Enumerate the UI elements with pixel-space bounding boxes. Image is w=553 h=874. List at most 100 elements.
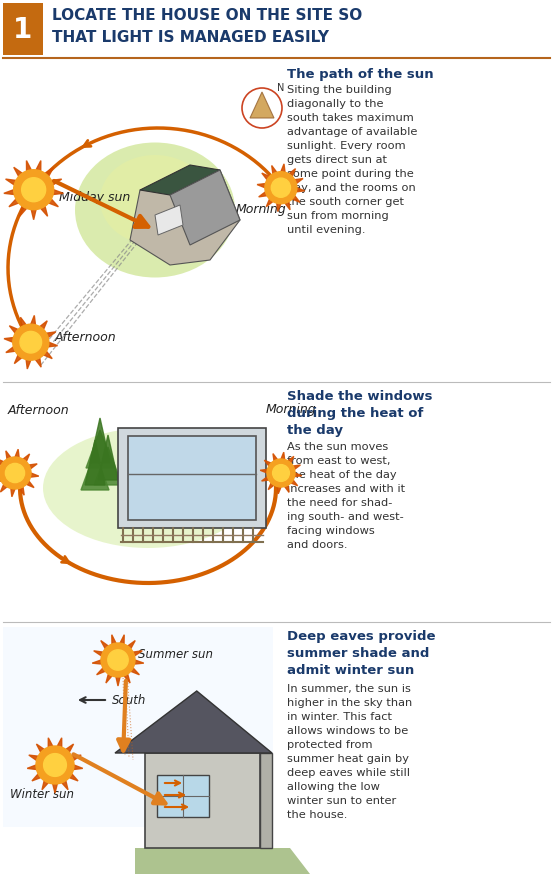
Text: South: South: [112, 693, 147, 706]
Polygon shape: [6, 347, 15, 352]
Circle shape: [272, 178, 290, 198]
Polygon shape: [49, 199, 58, 207]
Polygon shape: [296, 188, 305, 191]
Text: Midday sun: Midday sun: [59, 191, 130, 205]
Polygon shape: [45, 167, 54, 177]
Polygon shape: [46, 332, 56, 337]
Polygon shape: [266, 199, 273, 207]
Polygon shape: [86, 430, 114, 468]
Polygon shape: [97, 668, 105, 675]
Polygon shape: [289, 169, 295, 177]
Polygon shape: [27, 161, 31, 171]
Polygon shape: [93, 651, 103, 656]
Polygon shape: [106, 674, 112, 683]
Polygon shape: [53, 190, 64, 195]
Text: Morning: Morning: [266, 404, 317, 417]
Polygon shape: [27, 481, 34, 488]
Polygon shape: [292, 196, 300, 202]
Polygon shape: [6, 451, 11, 459]
Polygon shape: [124, 674, 130, 683]
Polygon shape: [14, 355, 22, 364]
Polygon shape: [278, 487, 281, 494]
Polygon shape: [281, 452, 285, 460]
Polygon shape: [155, 205, 183, 235]
Text: N: N: [277, 83, 284, 93]
Circle shape: [44, 753, 66, 776]
Polygon shape: [48, 343, 58, 347]
Polygon shape: [260, 753, 272, 848]
Polygon shape: [15, 449, 19, 458]
Polygon shape: [94, 447, 122, 485]
Polygon shape: [250, 92, 274, 118]
Polygon shape: [259, 191, 267, 197]
Polygon shape: [35, 357, 41, 367]
Polygon shape: [268, 483, 274, 489]
Polygon shape: [62, 780, 68, 790]
Polygon shape: [48, 738, 53, 747]
Polygon shape: [4, 190, 14, 195]
Ellipse shape: [100, 155, 210, 245]
Polygon shape: [31, 210, 36, 219]
Polygon shape: [135, 848, 310, 874]
Polygon shape: [131, 668, 139, 675]
Circle shape: [36, 746, 74, 784]
Polygon shape: [29, 755, 38, 760]
Polygon shape: [273, 454, 278, 461]
Polygon shape: [9, 199, 19, 207]
Polygon shape: [134, 660, 144, 664]
Polygon shape: [41, 206, 48, 216]
Text: As the sun moves
from east to west,
the heat of the day
increases and with it
th: As the sun moves from east to west, the …: [287, 442, 405, 550]
Text: 1: 1: [13, 16, 33, 44]
Bar: [118, 428, 266, 528]
Polygon shape: [6, 179, 16, 185]
Bar: [3, 627, 273, 827]
Circle shape: [20, 331, 41, 353]
Text: In summer, the sun is
higher in the sky than
in winter. This fact
allows windows: In summer, the sun is higher in the sky …: [287, 684, 412, 820]
Text: Afternoon: Afternoon: [8, 404, 70, 417]
Polygon shape: [72, 755, 81, 760]
Polygon shape: [112, 635, 116, 644]
Polygon shape: [20, 206, 27, 216]
Polygon shape: [40, 321, 47, 329]
Polygon shape: [120, 635, 124, 644]
Polygon shape: [285, 485, 289, 492]
Polygon shape: [295, 178, 303, 184]
Polygon shape: [14, 167, 22, 177]
Ellipse shape: [43, 428, 253, 548]
Polygon shape: [262, 173, 269, 180]
Polygon shape: [27, 765, 36, 769]
Polygon shape: [4, 337, 13, 343]
Circle shape: [101, 643, 135, 677]
Polygon shape: [92, 660, 102, 664]
Polygon shape: [0, 477, 1, 482]
Text: Morning: Morning: [236, 203, 286, 216]
Polygon shape: [128, 641, 135, 649]
Polygon shape: [101, 641, 108, 649]
Polygon shape: [272, 165, 276, 174]
Polygon shape: [26, 359, 31, 369]
Polygon shape: [20, 317, 26, 327]
Text: LOCATE THE HOUSE ON THE SITE SO: LOCATE THE HOUSE ON THE SITE SO: [52, 8, 362, 23]
Polygon shape: [36, 161, 41, 171]
Polygon shape: [285, 202, 290, 210]
Polygon shape: [157, 775, 209, 817]
Text: Afternoon: Afternoon: [55, 330, 117, 343]
Polygon shape: [291, 480, 298, 486]
Ellipse shape: [75, 142, 235, 278]
Bar: [157, 775, 209, 817]
Polygon shape: [260, 469, 268, 473]
Polygon shape: [44, 351, 52, 358]
Text: Deep eaves provide
summer shade and
admit winter sun: Deep eaves provide summer shade and admi…: [287, 630, 436, 677]
Polygon shape: [257, 184, 265, 188]
Polygon shape: [23, 454, 30, 461]
Circle shape: [0, 457, 31, 489]
Circle shape: [6, 463, 24, 482]
Polygon shape: [170, 170, 240, 245]
Bar: [128, 436, 256, 520]
Bar: [145, 753, 260, 848]
Polygon shape: [32, 773, 41, 780]
Polygon shape: [58, 738, 62, 747]
Polygon shape: [98, 435, 118, 480]
Polygon shape: [281, 164, 285, 172]
Circle shape: [267, 459, 295, 487]
